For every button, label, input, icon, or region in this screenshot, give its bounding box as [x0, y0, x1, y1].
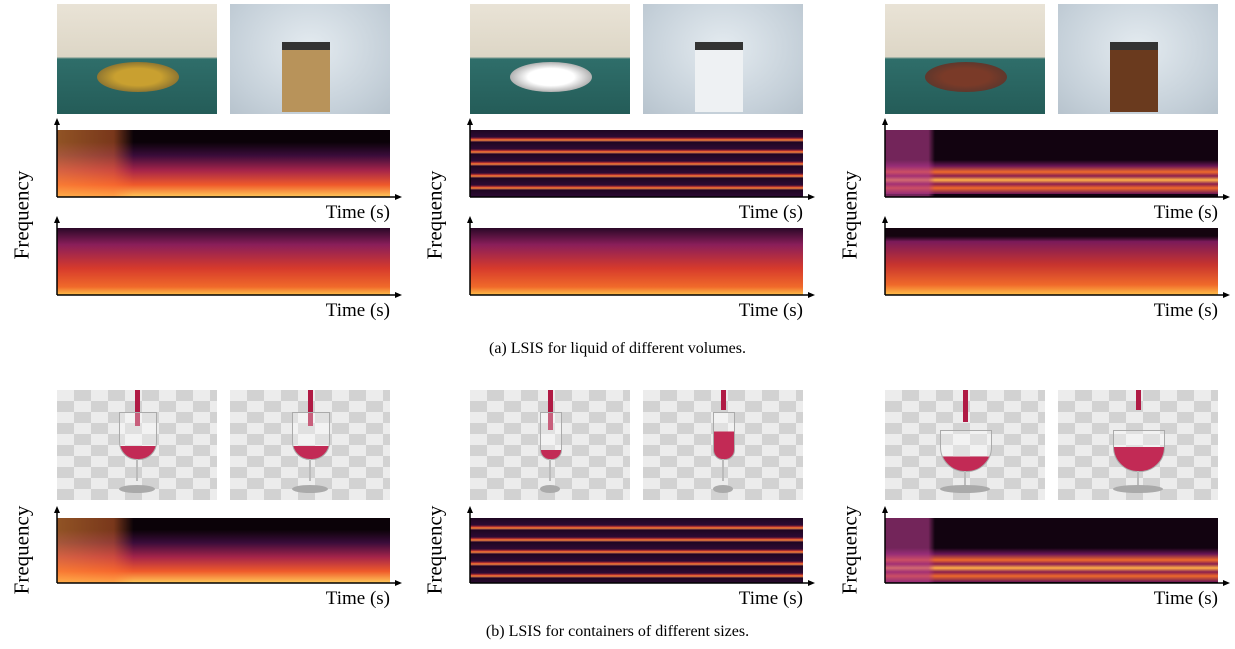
scene-image	[885, 4, 1045, 114]
y-axis-label: Frequency	[423, 506, 448, 595]
axes	[464, 118, 817, 205]
scene-image	[643, 4, 803, 114]
x-axis-label: Time (s)	[270, 588, 390, 610]
x-axis-label: Time (s)	[270, 300, 390, 322]
axes	[879, 216, 1232, 303]
axes	[464, 216, 817, 303]
figure: (a) LSIS for liquid of different volumes…	[0, 0, 1235, 649]
scene-image	[470, 4, 630, 114]
scene-image	[230, 390, 390, 500]
scene-image	[1058, 390, 1218, 500]
scene-image	[643, 390, 803, 500]
y-axis-label: Frequency	[423, 171, 448, 260]
x-axis-label: Time (s)	[683, 588, 803, 610]
scene-image	[230, 4, 390, 114]
y-axis-label: Frequency	[838, 171, 863, 260]
y-axis-label: Frequency	[10, 171, 35, 260]
x-axis-label: Time (s)	[683, 300, 803, 322]
scene-image	[57, 390, 217, 500]
scene-image	[1058, 4, 1218, 114]
y-axis-label: Frequency	[838, 506, 863, 595]
axes	[51, 216, 404, 303]
x-axis-label: Time (s)	[1098, 588, 1218, 610]
y-axis-label: Frequency	[10, 506, 35, 595]
scene-image	[885, 390, 1045, 500]
scene-image	[470, 390, 630, 500]
x-axis-label: Time (s)	[1098, 300, 1218, 322]
axes	[879, 506, 1232, 591]
axes	[464, 506, 817, 591]
caption: (b) LSIS for containers of different siz…	[0, 623, 1235, 641]
axes	[51, 118, 404, 205]
axes	[51, 506, 404, 591]
axes	[879, 118, 1232, 205]
scene-image	[57, 4, 217, 114]
caption: (a) LSIS for liquid of different volumes…	[0, 340, 1235, 358]
